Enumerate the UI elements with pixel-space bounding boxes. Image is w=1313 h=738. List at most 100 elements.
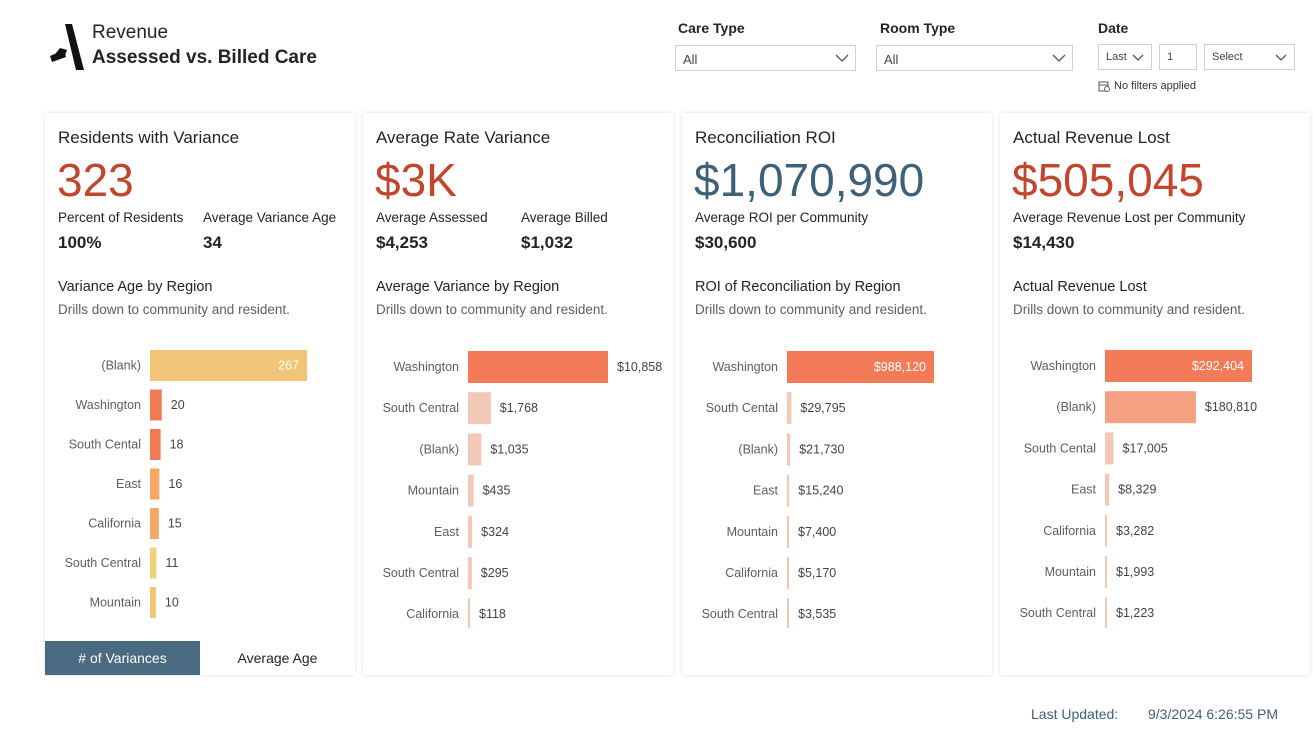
data-label: $15,240 <box>798 484 843 498</box>
card-title: Residents with Variance <box>58 128 240 147</box>
bar[interactable] <box>787 433 791 466</box>
category-label: South Central <box>383 401 459 415</box>
data-label: $118 <box>479 607 506 621</box>
category-label: South Cental <box>706 401 778 415</box>
category-label: Washington <box>75 398 141 412</box>
date-count-value: 1 <box>1167 51 1174 63</box>
chevron-down-icon <box>1132 54 1144 61</box>
date-count-input[interactable]: 1 <box>1159 44 1197 70</box>
data-label: $1,035 <box>490 442 528 456</box>
category-label: South Cental <box>1024 441 1096 455</box>
bar[interactable] <box>1105 514 1107 547</box>
bar[interactable] <box>468 392 491 425</box>
date-period-dropdown[interactable]: Last <box>1098 44 1152 70</box>
calendar-filter-icon <box>1098 81 1110 93</box>
category-label: South Central <box>702 607 778 621</box>
bar[interactable] <box>150 429 161 460</box>
stat-label: Average Billed <box>521 210 608 225</box>
category-label: South Central <box>65 556 141 570</box>
report-header: Revenue Assessed vs. Billed Care Care Ty… <box>0 0 1313 110</box>
category-label: Washington <box>712 360 778 374</box>
date-unit-value: Select <box>1212 51 1243 63</box>
company-logo-icon <box>50 24 84 70</box>
data-label: $1,223 <box>1116 606 1154 620</box>
tab-average-age[interactable]: Average Age <box>200 641 355 675</box>
data-label: $292,404 <box>1192 359 1244 373</box>
category-label: East <box>116 477 142 491</box>
data-label: 18 <box>170 438 184 452</box>
care-type-value: All <box>683 52 698 67</box>
data-label: $435 <box>483 484 511 498</box>
card-actual-revenue-lost: Actual Revenue Lost $505,045 Average Rev… <box>1000 113 1310 675</box>
bar[interactable] <box>1105 432 1114 465</box>
bar[interactable] <box>468 557 472 589</box>
stat-value: $14,430 <box>1013 233 1075 252</box>
data-label: $988,120 <box>874 360 926 374</box>
bar-chart-variance-age[interactable]: (Blank) 267 Washington 20 South Cental 18 East… <box>45 338 355 628</box>
data-label: 11 <box>165 556 178 570</box>
bar-chart-revenue-lost[interactable]: Washington $292,404 (Blank) $180,810 South C… <box>1000 338 1310 628</box>
bar[interactable] <box>787 351 934 383</box>
bar[interactable] <box>1105 556 1107 588</box>
data-label: $295 <box>481 566 509 580</box>
data-label: $324 <box>481 525 509 539</box>
category-label: Mountain <box>1045 565 1096 579</box>
bar[interactable] <box>468 515 473 548</box>
data-label: $3,282 <box>1116 524 1154 538</box>
report-category: Revenue <box>92 22 169 43</box>
bar[interactable] <box>468 598 470 628</box>
kpi-value: 323 <box>57 154 134 206</box>
category-label: South Cental <box>69 438 141 452</box>
category-label: East <box>1071 483 1097 497</box>
data-label: $8,329 <box>1118 483 1156 497</box>
bar[interactable] <box>468 474 474 507</box>
stat-value: $30,600 <box>695 233 757 252</box>
data-label: $180,810 <box>1205 400 1257 414</box>
bar[interactable] <box>150 468 160 500</box>
chart-description: Drills down to community and resident. <box>58 302 290 317</box>
filter-status-text: No filters applied <box>1114 80 1196 92</box>
bar-chart-roi[interactable]: Washington $988,120 South Cental $29,795 (Bl… <box>682 338 992 628</box>
bar[interactable] <box>150 389 162 421</box>
chart-title: ROI of Reconciliation by Region <box>695 279 901 295</box>
tab-number-of-variances[interactable]: # of Variances <box>45 641 200 675</box>
bar[interactable] <box>787 557 789 589</box>
category-label: Washington <box>1030 359 1096 373</box>
room-type-label: Room Type <box>880 20 956 36</box>
category-label: (Blank) <box>738 442 778 456</box>
stat-value: $1,032 <box>521 233 573 252</box>
card-title: Reconciliation ROI <box>695 128 836 147</box>
care-type-label: Care Type <box>678 20 745 36</box>
bar[interactable] <box>1105 391 1196 424</box>
bar[interactable] <box>150 508 159 539</box>
bar-chart-average-variance[interactable]: Washington $10,858 South Central $1,768 (Bla… <box>363 338 673 628</box>
card-title: Actual Revenue Lost <box>1013 128 1170 147</box>
data-label: $29,795 <box>800 401 845 415</box>
category-label: East <box>753 484 779 498</box>
category-label: (Blank) <box>1056 400 1096 414</box>
bar[interactable] <box>1105 350 1252 382</box>
bar[interactable] <box>787 474 790 507</box>
category-label: Mountain <box>408 484 459 498</box>
data-label: $21,730 <box>799 442 844 456</box>
bar[interactable] <box>1105 597 1107 628</box>
bar[interactable] <box>150 547 157 579</box>
bar[interactable] <box>468 433 482 466</box>
room-type-dropdown[interactable]: All <box>876 45 1073 71</box>
chevron-down-icon <box>835 54 849 62</box>
data-label: $7,400 <box>798 525 836 539</box>
bar[interactable] <box>1105 473 1110 506</box>
bar[interactable] <box>787 392 792 425</box>
data-label: $1,768 <box>500 401 538 415</box>
care-type-dropdown[interactable]: All <box>675 45 856 71</box>
data-label: $1,993 <box>1116 565 1154 579</box>
bar[interactable] <box>150 350 307 381</box>
bar[interactable] <box>787 515 789 548</box>
category-label: Washington <box>393 360 459 374</box>
bar[interactable] <box>787 598 789 628</box>
bar[interactable] <box>150 587 156 618</box>
stat-label: Average Revenue Lost per Community <box>1013 210 1246 225</box>
last-updated-label: Last Updated: <box>1031 706 1119 722</box>
date-unit-dropdown[interactable]: Select <box>1204 44 1295 70</box>
bar[interactable] <box>468 351 608 383</box>
